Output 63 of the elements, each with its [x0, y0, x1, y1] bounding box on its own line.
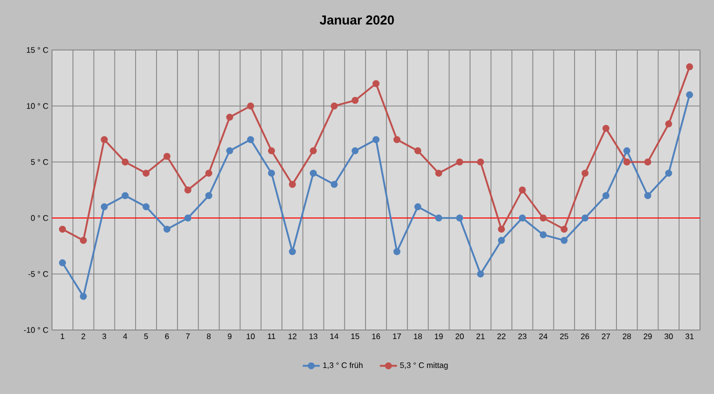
point: [372, 80, 380, 88]
point: [498, 226, 505, 233]
point: [498, 236, 505, 244]
point: [393, 136, 400, 144]
point: [435, 170, 442, 177]
point: [205, 192, 212, 200]
point: [122, 192, 129, 200]
point: [80, 292, 87, 300]
point: [247, 136, 254, 144]
point: [288, 248, 296, 256]
point: [142, 170, 150, 177]
point: [226, 114, 234, 121]
point: [310, 170, 317, 177]
point: [602, 192, 610, 200]
point: [330, 180, 338, 188]
point: [560, 236, 568, 244]
point: [58, 259, 66, 266]
point: [288, 180, 296, 188]
point: [163, 152, 170, 160]
point: [163, 226, 170, 233]
point: [560, 226, 568, 233]
point: [80, 236, 87, 244]
point: [205, 170, 212, 177]
point: [518, 186, 526, 194]
point: [58, 226, 66, 233]
point: [122, 158, 129, 166]
point: [100, 203, 108, 210]
point: [100, 136, 108, 144]
point: [540, 231, 547, 238]
point: [414, 203, 422, 210]
point: [393, 248, 400, 256]
point: [477, 158, 484, 166]
point: [623, 158, 630, 166]
point: [582, 170, 589, 177]
point: [582, 214, 589, 222]
point: [665, 120, 672, 128]
point: [477, 270, 484, 278]
point: [330, 102, 338, 110]
chart-title: Januar 2020: [320, 15, 394, 25]
point: [602, 124, 610, 132]
point: [414, 147, 422, 154]
point: [184, 214, 192, 222]
point: [644, 192, 652, 200]
point: [226, 147, 234, 154]
point: [352, 147, 359, 154]
point: [644, 158, 652, 166]
point: [372, 136, 380, 144]
point: [142, 203, 150, 210]
point: [686, 63, 694, 70]
point: [352, 96, 359, 104]
point: [540, 214, 547, 222]
point: [665, 170, 672, 177]
point: [686, 91, 694, 98]
point: [184, 186, 192, 194]
point: [623, 147, 630, 154]
point: [268, 170, 275, 177]
point: [247, 102, 254, 110]
point: [435, 214, 442, 222]
point: [518, 214, 526, 222]
point: [268, 147, 275, 154]
point: [310, 147, 317, 154]
point: [456, 214, 464, 222]
point: [456, 158, 464, 166]
